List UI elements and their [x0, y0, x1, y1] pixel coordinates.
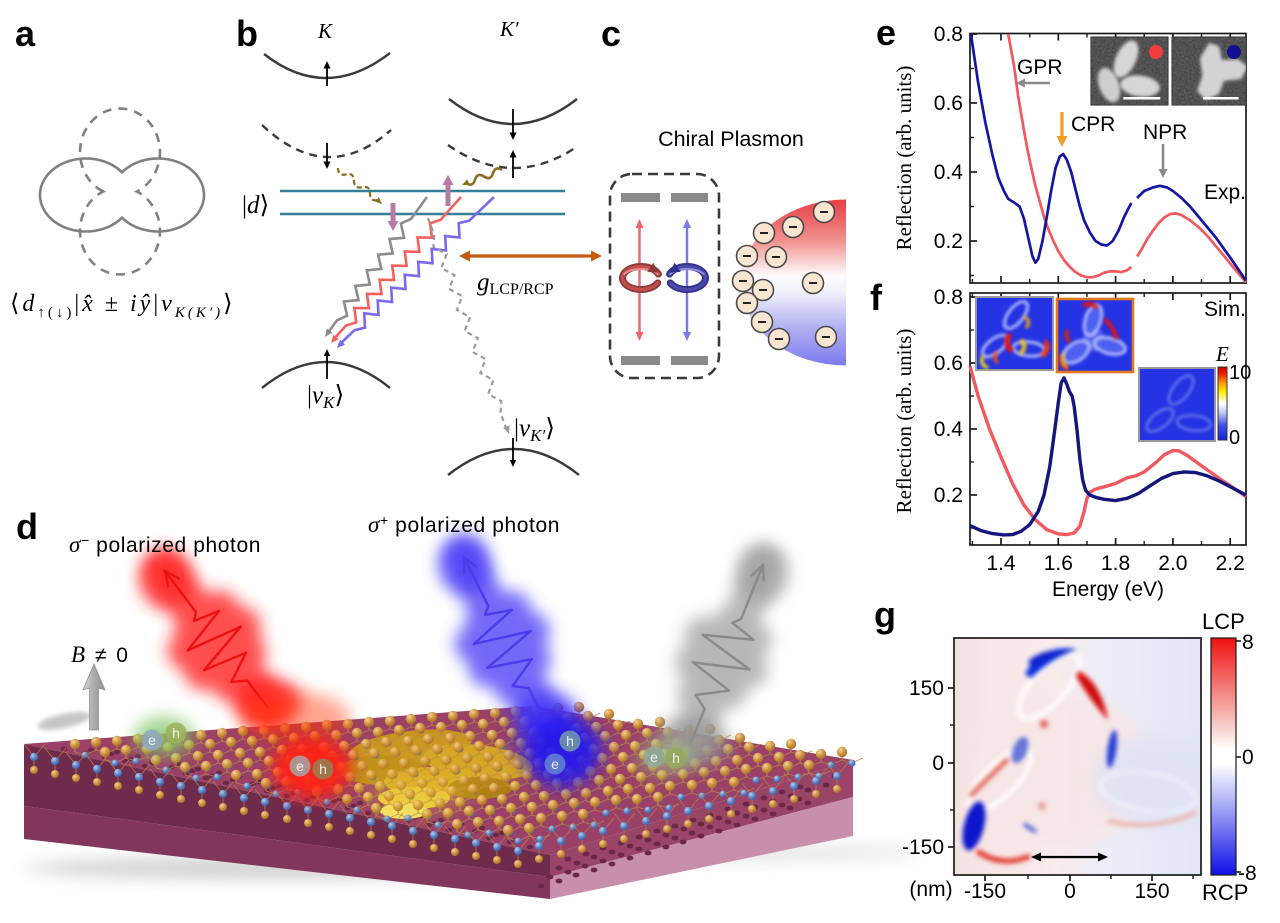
svg-text:Exp.: Exp.: [1204, 181, 1246, 204]
svg-text:Reflection (arb. units): Reflection (arb. units): [892, 66, 916, 251]
svg-text:h: h: [672, 750, 680, 766]
svg-text:Sim.: Sim.: [1204, 298, 1246, 321]
svg-text:σ− polarized photon: σ− polarized photon: [69, 532, 261, 557]
svg-text:0.4: 0.4: [934, 161, 964, 184]
svg-text:NPR: NPR: [1143, 121, 1187, 144]
svg-text:g: g: [874, 594, 896, 635]
svg-text:Reflection (arb. units): Reflection (arb. units): [892, 329, 916, 514]
svg-text:8: 8: [1242, 631, 1254, 654]
svg-text:0.6: 0.6: [934, 92, 963, 115]
svg-text:Chiral Plasmon: Chiral Plasmon: [658, 127, 804, 151]
svg-text:e: e: [296, 758, 304, 774]
svg-text:RCP: RCP: [1202, 880, 1248, 905]
svg-text:0.4: 0.4: [934, 418, 964, 441]
svg-text:d: d: [16, 506, 38, 547]
svg-text:0.8: 0.8: [934, 23, 963, 46]
svg-text:K: K: [317, 19, 333, 43]
svg-text:e: e: [551, 756, 559, 772]
svg-text:-8: -8: [1238, 862, 1257, 885]
svg-text:b: b: [236, 13, 258, 54]
svg-text:2.0: 2.0: [1158, 552, 1187, 575]
svg-text:B ≠ 0: B ≠ 0: [71, 642, 130, 667]
svg-text:e: e: [876, 12, 896, 53]
svg-text:0.8: 0.8: [934, 286, 963, 309]
svg-text:0: 0: [1064, 880, 1076, 903]
svg-text:0: 0: [932, 752, 944, 775]
svg-text:e: e: [148, 732, 156, 748]
svg-text:150: 150: [909, 677, 944, 700]
svg-text:10: 10: [1229, 362, 1251, 384]
svg-text:1.6: 1.6: [1044, 552, 1073, 575]
svg-text:1.8: 1.8: [1101, 552, 1130, 575]
svg-text:K′: K′: [499, 17, 519, 41]
svg-text:-150: -150: [964, 880, 1006, 903]
svg-text:0.2: 0.2: [934, 230, 963, 253]
svg-text:2.2: 2.2: [1216, 552, 1245, 575]
svg-text:h: h: [172, 725, 180, 741]
svg-text:Energy (eV): Energy (eV): [1052, 578, 1164, 601]
svg-text:0: 0: [1242, 746, 1254, 769]
svg-text:|vK′⟩: |vK′⟩: [514, 415, 555, 445]
svg-text:f: f: [870, 277, 883, 318]
svg-text:150: 150: [1134, 880, 1169, 903]
svg-text:e: e: [650, 749, 658, 765]
svg-text:h: h: [566, 733, 574, 749]
svg-text:|d⟩: |d⟩: [242, 192, 269, 219]
svg-text:0.2: 0.2: [934, 484, 963, 507]
svg-text:0: 0: [1229, 427, 1240, 449]
svg-text:CPR: CPR: [1071, 113, 1115, 136]
svg-text:-150: -150: [902, 836, 944, 859]
svg-text:0.6: 0.6: [934, 352, 963, 375]
svg-text:GPR: GPR: [1017, 56, 1063, 79]
svg-text:LCP: LCP: [1202, 609, 1245, 634]
svg-text:h: h: [319, 761, 327, 777]
svg-text:1.4: 1.4: [986, 552, 1016, 575]
svg-text:c: c: [601, 13, 621, 54]
svg-text:E: E: [1215, 342, 1229, 366]
svg-text:a: a: [15, 13, 36, 54]
svg-text:σ+ polarized photon: σ+ polarized photon: [368, 512, 560, 537]
svg-text:(nm): (nm): [909, 878, 952, 901]
